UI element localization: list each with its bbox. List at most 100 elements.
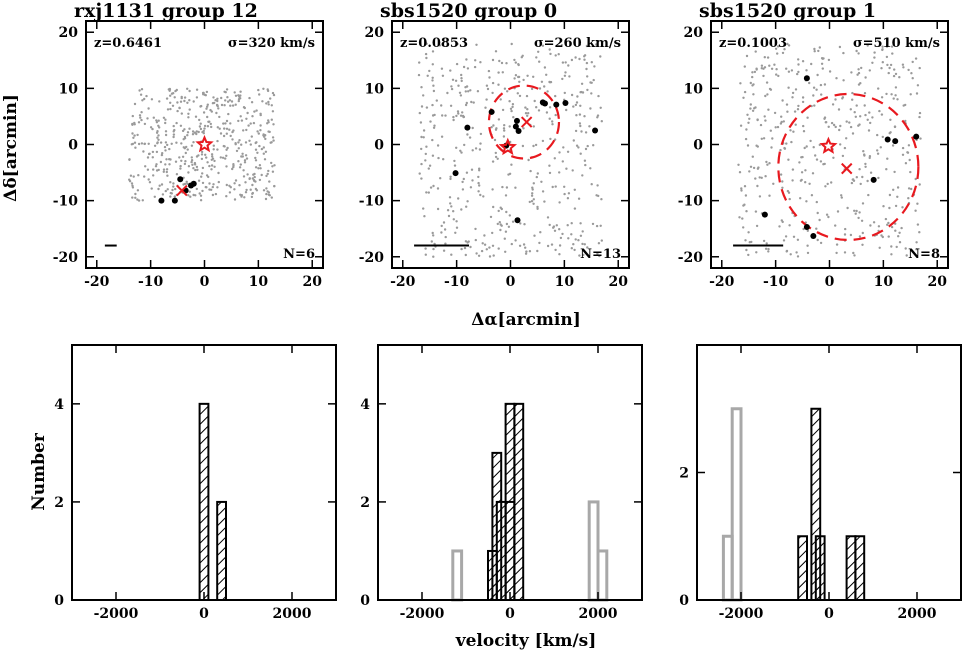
field-galaxy-point <box>464 90 467 93</box>
field-galaxy-point <box>133 141 137 144</box>
field-galaxy-point <box>518 244 522 247</box>
field-galaxy-point <box>262 189 266 192</box>
field-galaxy-point <box>577 146 580 149</box>
field-galaxy-point <box>131 132 134 135</box>
field-galaxy-point <box>760 64 764 67</box>
field-galaxy-point <box>143 142 146 146</box>
field-galaxy-point <box>155 131 159 134</box>
field-galaxy-point <box>746 113 749 117</box>
field-galaxy-point <box>806 244 809 247</box>
field-galaxy-point <box>511 220 515 223</box>
field-galaxy-point <box>427 167 430 170</box>
field-galaxy-point <box>216 126 219 129</box>
field-galaxy-point <box>884 217 888 221</box>
field-galaxy-point <box>156 142 159 145</box>
field-galaxy-point <box>466 133 469 136</box>
x-tick-label: 2000 <box>579 606 618 622</box>
field-galaxy-point <box>483 243 487 246</box>
field-galaxy-point <box>839 143 842 146</box>
field-galaxy-point <box>140 111 143 114</box>
field-galaxy-point <box>214 192 218 196</box>
field-galaxy-point <box>538 87 542 90</box>
member-galaxy-point <box>171 197 178 204</box>
field-galaxy-point <box>823 162 826 166</box>
field-galaxy-point <box>225 127 229 130</box>
field-galaxy-point <box>498 59 501 63</box>
field-galaxy-point <box>531 192 534 195</box>
field-galaxy-point <box>781 51 785 55</box>
field-galaxy-point <box>460 208 463 211</box>
field-galaxy-point <box>918 115 921 119</box>
field-galaxy-point <box>215 111 218 115</box>
field-galaxy-point <box>210 125 213 129</box>
field-galaxy-point <box>465 85 469 88</box>
field-galaxy-point <box>563 185 566 188</box>
field-galaxy-point <box>429 186 433 189</box>
field-galaxy-point <box>554 185 557 188</box>
field-galaxy-point <box>186 101 189 105</box>
field-galaxy-point <box>133 134 136 137</box>
field-galaxy-point <box>450 87 454 91</box>
field-galaxy-point <box>222 134 226 138</box>
field-galaxy-point <box>904 103 907 107</box>
field-galaxy-point <box>220 103 224 107</box>
x-tick-label: -2000 <box>719 606 764 622</box>
field-galaxy-point <box>242 129 245 132</box>
field-galaxy-point <box>437 156 440 160</box>
field-galaxy-point <box>896 186 900 189</box>
field-galaxy-point <box>531 188 534 191</box>
field-galaxy-point <box>871 61 874 64</box>
field-galaxy-point <box>915 92 919 95</box>
field-galaxy-point <box>580 130 583 133</box>
field-galaxy-point <box>549 52 552 56</box>
field-galaxy-point <box>778 225 781 228</box>
velocity-dispersion-label: σ=320 km/s <box>228 36 315 51</box>
member-velocity-bar <box>216 500 227 601</box>
y-tick-label: 10 <box>59 81 79 97</box>
field-galaxy-point <box>916 202 919 205</box>
field-galaxy-point <box>815 227 818 230</box>
field-galaxy-point <box>432 84 435 87</box>
field-galaxy-point <box>744 239 747 242</box>
field-galaxy-point <box>150 187 153 190</box>
field-galaxy-point <box>242 169 245 172</box>
field-galaxy-point <box>743 90 747 94</box>
field-galaxy-point <box>582 253 585 257</box>
field-galaxy-point <box>430 240 433 243</box>
field-galaxy-point <box>745 128 748 131</box>
field-galaxy-point <box>195 187 198 191</box>
field-galaxy-point <box>791 168 795 171</box>
y-tick-label: -20 <box>678 250 704 266</box>
field-galaxy-point <box>820 93 823 96</box>
field-galaxy-point <box>260 147 264 151</box>
field-galaxy-point <box>864 113 867 117</box>
field-galaxy-point <box>881 135 884 139</box>
y-tick-label: 2 <box>679 466 689 482</box>
field-galaxy-point <box>813 104 816 107</box>
field-galaxy-point <box>886 157 889 160</box>
field-galaxy-point <box>258 144 261 148</box>
y-tick-label: -20 <box>359 250 385 266</box>
field-galaxy-point <box>558 201 561 204</box>
field-galaxy-point <box>503 237 506 240</box>
field-galaxy-point <box>890 225 894 229</box>
field-galaxy-point <box>524 246 527 249</box>
field-galaxy-point <box>548 117 551 120</box>
field-galaxy-point <box>514 239 517 242</box>
field-galaxy-point <box>506 90 509 93</box>
field-galaxy-point <box>245 188 248 192</box>
field-galaxy-point <box>234 103 237 106</box>
field-galaxy-point <box>250 101 254 104</box>
field-galaxy-point <box>876 149 879 152</box>
field-galaxy-point <box>446 209 450 212</box>
field-galaxy-point <box>849 108 852 111</box>
field-galaxy-point <box>767 250 770 253</box>
field-galaxy-point <box>178 106 181 110</box>
field-galaxy-point <box>565 108 568 112</box>
field-galaxy-point <box>894 204 898 208</box>
field-galaxy-point <box>263 158 267 161</box>
field-galaxy-point <box>572 243 575 246</box>
field-galaxy-point <box>861 202 865 205</box>
field-galaxy-point <box>911 60 914 64</box>
field-galaxy-point <box>905 254 908 257</box>
